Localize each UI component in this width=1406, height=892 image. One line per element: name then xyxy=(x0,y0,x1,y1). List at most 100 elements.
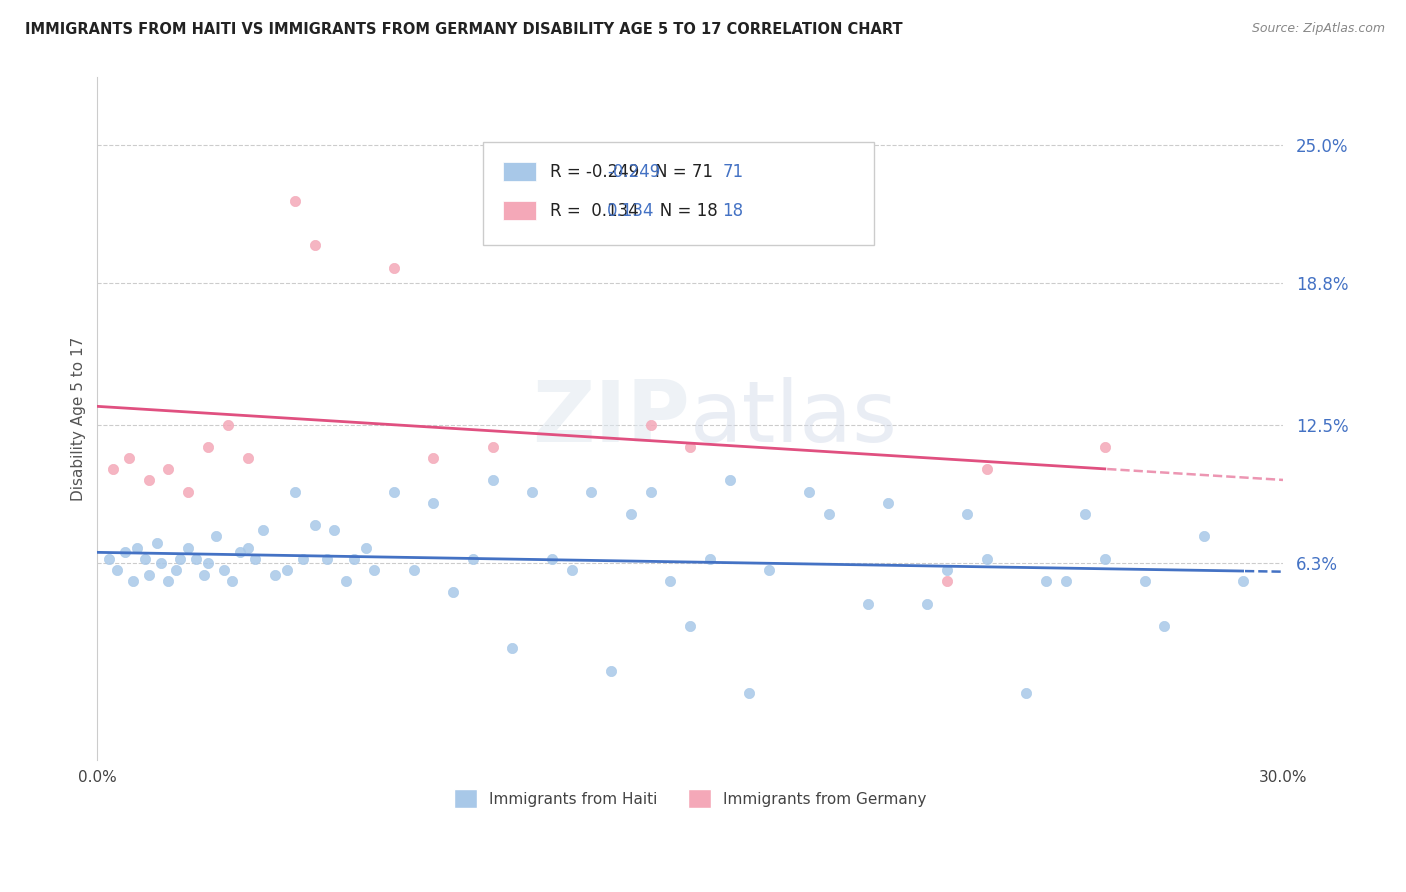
Point xyxy=(461,552,484,566)
Point xyxy=(976,462,998,476)
Point xyxy=(758,563,780,577)
Point xyxy=(956,507,979,521)
Point xyxy=(354,541,377,555)
Point xyxy=(976,552,998,566)
Point xyxy=(481,474,503,488)
Point xyxy=(1054,574,1077,589)
Point xyxy=(323,523,346,537)
Point xyxy=(1094,440,1116,454)
Point xyxy=(138,567,160,582)
Point xyxy=(315,552,337,566)
Point xyxy=(197,440,219,454)
Point xyxy=(917,597,939,611)
Point xyxy=(501,641,523,656)
Text: 71: 71 xyxy=(723,162,744,181)
Point xyxy=(98,552,121,566)
Point xyxy=(1232,574,1254,589)
Text: atlas: atlas xyxy=(690,377,898,460)
Point xyxy=(177,541,200,555)
Point xyxy=(149,557,172,571)
Point xyxy=(382,260,405,275)
Point xyxy=(122,574,145,589)
Point xyxy=(245,552,267,566)
Point xyxy=(264,567,287,582)
Point xyxy=(1133,574,1156,589)
Point xyxy=(118,451,141,466)
Point xyxy=(540,552,562,566)
Point xyxy=(1094,552,1116,566)
Point xyxy=(284,484,307,499)
Point xyxy=(422,496,444,510)
Point xyxy=(876,496,898,510)
Text: IMMIGRANTS FROM HAITI VS IMMIGRANTS FROM GERMANY DISABILITY AGE 5 TO 17 CORRELAT: IMMIGRANTS FROM HAITI VS IMMIGRANTS FROM… xyxy=(25,22,903,37)
Point xyxy=(936,574,959,589)
Point xyxy=(422,451,444,466)
Point xyxy=(252,523,274,537)
FancyBboxPatch shape xyxy=(482,143,875,244)
Point xyxy=(193,567,215,582)
Point xyxy=(600,664,623,678)
Point xyxy=(157,574,180,589)
Point xyxy=(1153,619,1175,633)
Point xyxy=(236,451,259,466)
Point xyxy=(221,574,243,589)
Point xyxy=(1074,507,1097,521)
Point xyxy=(343,552,366,566)
Point xyxy=(101,462,124,476)
Text: ZIP: ZIP xyxy=(533,377,690,460)
Point xyxy=(640,417,662,432)
Point xyxy=(186,552,208,566)
Point xyxy=(165,563,187,577)
Point xyxy=(718,474,741,488)
Point xyxy=(1192,529,1215,543)
Point xyxy=(699,552,721,566)
Point xyxy=(856,597,879,611)
Point xyxy=(382,484,405,499)
Point xyxy=(817,507,839,521)
Point xyxy=(205,529,228,543)
Point xyxy=(212,563,235,577)
Point xyxy=(145,536,167,550)
Point xyxy=(659,574,682,589)
Point xyxy=(197,557,219,571)
Point xyxy=(304,238,326,252)
Point xyxy=(138,474,160,488)
Point xyxy=(679,619,702,633)
Point xyxy=(157,462,180,476)
Point xyxy=(114,545,136,559)
Text: 0.134: 0.134 xyxy=(607,202,655,219)
Point xyxy=(441,585,464,599)
Point xyxy=(679,440,702,454)
Point xyxy=(363,563,385,577)
Point xyxy=(125,541,148,555)
Text: Source: ZipAtlas.com: Source: ZipAtlas.com xyxy=(1251,22,1385,36)
Point xyxy=(177,484,200,499)
Point xyxy=(236,541,259,555)
Point xyxy=(481,440,503,454)
Point xyxy=(797,484,820,499)
Point xyxy=(402,563,425,577)
Point xyxy=(620,507,643,521)
Point xyxy=(936,563,959,577)
Text: R = -0.249   N = 71: R = -0.249 N = 71 xyxy=(550,162,713,181)
Bar xyxy=(503,201,536,220)
Point xyxy=(134,552,156,566)
Point xyxy=(520,484,543,499)
Point xyxy=(738,686,761,700)
Point xyxy=(169,552,191,566)
Point xyxy=(284,194,307,208)
Point xyxy=(217,417,239,432)
Point xyxy=(304,518,326,533)
Point xyxy=(228,545,250,559)
Point xyxy=(561,563,583,577)
Bar xyxy=(503,162,536,181)
Point xyxy=(1015,686,1038,700)
Point xyxy=(276,563,298,577)
Text: R =  0.134    N = 18: R = 0.134 N = 18 xyxy=(550,202,718,219)
Point xyxy=(581,484,603,499)
Legend: Immigrants from Haiti, Immigrants from Germany: Immigrants from Haiti, Immigrants from G… xyxy=(447,783,932,814)
Point xyxy=(291,552,314,566)
Point xyxy=(335,574,357,589)
Point xyxy=(105,563,128,577)
Point xyxy=(1035,574,1057,589)
